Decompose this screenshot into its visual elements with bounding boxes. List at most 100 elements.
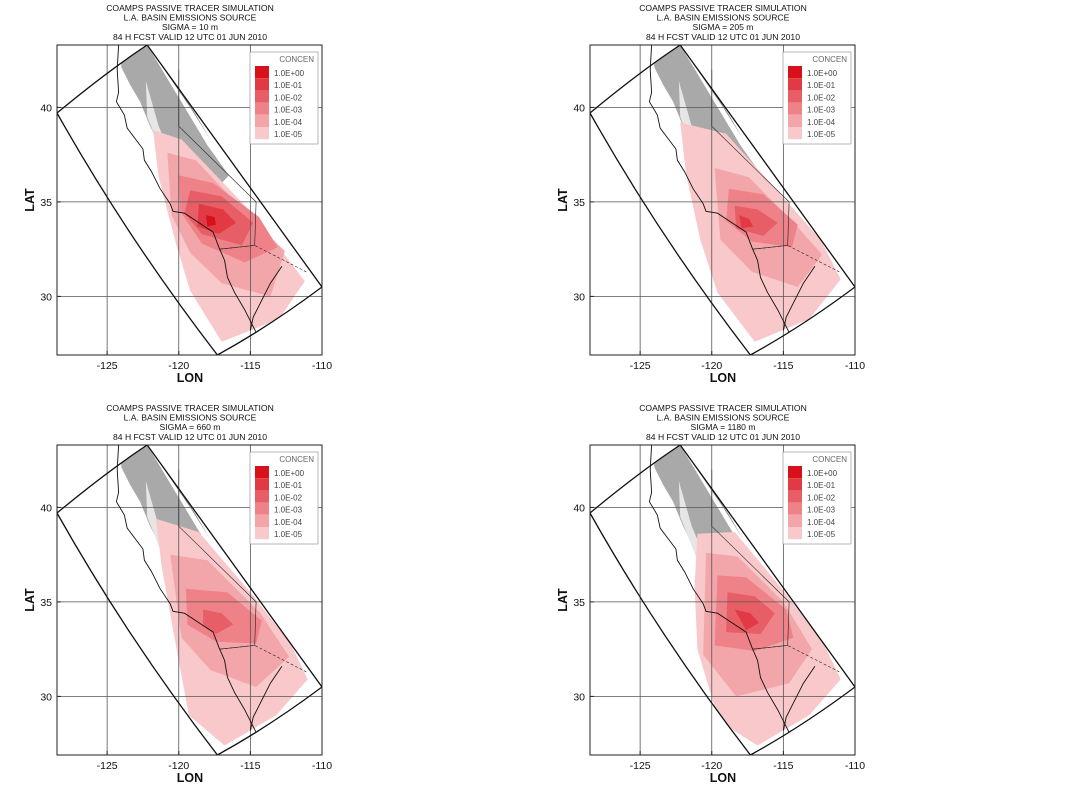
y-axis-label: LAT: [23, 188, 37, 212]
legend-swatch: [788, 527, 802, 540]
plot-panel-4: COAMPS PASSIVE TRACER SIMULATION L.A. BAS…: [533, 400, 1066, 790]
chart-title-line: COAMPS PASSIVE TRACER SIMULATION: [106, 3, 274, 13]
legend-title: CONCEN: [812, 55, 847, 64]
legend-label: 1.0E-04: [274, 518, 303, 527]
legend-swatch: [788, 490, 802, 503]
national-boundary: [220, 645, 307, 673]
legend-swatch: [788, 90, 802, 103]
chart-title-line: L.A. BASIN EMISSIONS SOURCE: [124, 413, 257, 423]
legend-swatch: [255, 78, 269, 91]
legend-label: 1.0E+00: [274, 469, 305, 478]
legend-swatch: [255, 527, 269, 540]
coastline: [782, 265, 816, 331]
legend-swatch: [255, 102, 269, 115]
plot-frame: [589, 44, 856, 356]
legend: CONCEN 1.0E+00 1.0E-01 1.0E-02 1.0E-03 1.0E-0…: [782, 51, 852, 145]
y-axis-label: LAT: [23, 588, 37, 612]
x-tick-label: -115: [240, 760, 260, 772]
legend: CONCEN 1.0E+00 1.0E-01 1.0E-02 1.0E-03 1.0E-0…: [249, 451, 319, 545]
y-tick-label: 40: [40, 102, 52, 114]
chart-title-line: L.A. BASIN EMISSIONS SOURCE: [124, 13, 257, 23]
x-tick-label: -120: [168, 760, 189, 772]
state-boundary: [711, 69, 790, 250]
national-boundary: [220, 245, 307, 273]
coastline: [648, 45, 790, 333]
legend-label: 1.0E-02: [807, 93, 836, 102]
legend-label: 1.0E+00: [274, 69, 305, 78]
plot-frame: [56, 444, 323, 756]
state-boundary: [178, 469, 257, 650]
national-boundary: [753, 645, 840, 673]
x-tick-label: -125: [97, 360, 118, 372]
chart-title-line: COAMPS PASSIVE TRACER SIMULATION: [106, 403, 274, 413]
legend-swatch: [788, 78, 802, 91]
x-tick-label: -110: [312, 760, 332, 772]
x-tick-label: -115: [773, 360, 793, 372]
model-domain-outline: [590, 445, 855, 755]
x-tick-label: -110: [845, 760, 865, 772]
chart-title-line: L.A. BASIN EMISSIONS SOURCE: [657, 413, 790, 423]
x-tick-label: -120: [168, 360, 189, 372]
concentration-contour: [203, 609, 234, 634]
chart-title-line: SIGMA = 660 m: [160, 422, 221, 432]
legend-title: CONCEN: [812, 455, 847, 464]
legend-title: CONCEN: [279, 455, 314, 464]
y-tick-label: 40: [573, 502, 585, 514]
model-domain-outline: [57, 445, 322, 755]
concentration-contour: [739, 215, 754, 229]
x-axis-label: LON: [177, 371, 203, 385]
legend-swatch: [255, 114, 269, 127]
legend-swatch: [788, 102, 802, 115]
legend-swatch: [788, 514, 802, 527]
model-domain-outline: [590, 45, 855, 355]
legend-swatch: [255, 478, 269, 491]
plot-frame: [56, 44, 323, 356]
x-tick-label: -110: [312, 360, 332, 372]
legend-title: CONCEN: [279, 55, 314, 64]
x-tick-label: -120: [701, 760, 722, 772]
y-tick-label: 35: [573, 597, 585, 609]
chart-title-line: 84 H FCST VALID 12 UTC 01 JUN 2010: [646, 32, 800, 42]
state-boundary: [711, 469, 790, 650]
x-tick-label: -115: [773, 760, 793, 772]
legend-swatch: [255, 66, 269, 79]
y-tick-label: 35: [40, 597, 52, 609]
legend-swatch: [255, 466, 269, 479]
y-tick-label: 30: [573, 291, 585, 303]
x-tick-label: -125: [630, 360, 651, 372]
x-axis-label: LON: [710, 371, 736, 385]
plot-panel-1: COAMPS PASSIVE TRACER SIMULATION L.A. BAS…: [0, 0, 533, 390]
legend-swatch: [255, 127, 269, 140]
y-tick-label: 30: [40, 291, 52, 303]
legend-label: 1.0E-05: [807, 530, 836, 539]
legend-label: 1.0E-04: [807, 518, 836, 527]
plot-panel-2: COAMPS PASSIVE TRACER SIMULATION L.A. BAS…: [533, 0, 1066, 390]
chart-title-line: COAMPS PASSIVE TRACER SIMULATION: [639, 3, 807, 13]
legend-label: 1.0E-03: [274, 506, 303, 515]
coastline: [782, 665, 816, 731]
chart-title-line: 84 H FCST VALID 12 UTC 01 JUN 2010: [113, 432, 267, 442]
legend-label: 1.0E-01: [274, 81, 303, 90]
x-tick-label: -120: [701, 360, 722, 372]
legend-swatch: [788, 502, 802, 515]
legend-label: 1.0E-04: [274, 118, 303, 127]
x-tick-label: -125: [630, 760, 651, 772]
chart-title-line: COAMPS PASSIVE TRACER SIMULATION: [639, 403, 807, 413]
y-tick-label: 30: [40, 691, 52, 703]
coastline: [249, 265, 283, 331]
coastline: [648, 445, 790, 733]
x-tick-label: -125: [97, 760, 118, 772]
x-axis-label: LON: [177, 771, 203, 785]
legend-label: 1.0E-05: [807, 130, 836, 139]
legend-swatch: [788, 478, 802, 491]
chart-title-line: SIGMA = 1180 m: [690, 422, 755, 432]
legend-swatch: [788, 66, 802, 79]
coastline: [115, 445, 257, 733]
model-domain-outline: [57, 45, 322, 355]
legend-swatch: [255, 514, 269, 527]
coastline: [249, 665, 283, 731]
y-tick-label: 40: [40, 502, 52, 514]
legend-label: 1.0E-02: [274, 493, 303, 502]
